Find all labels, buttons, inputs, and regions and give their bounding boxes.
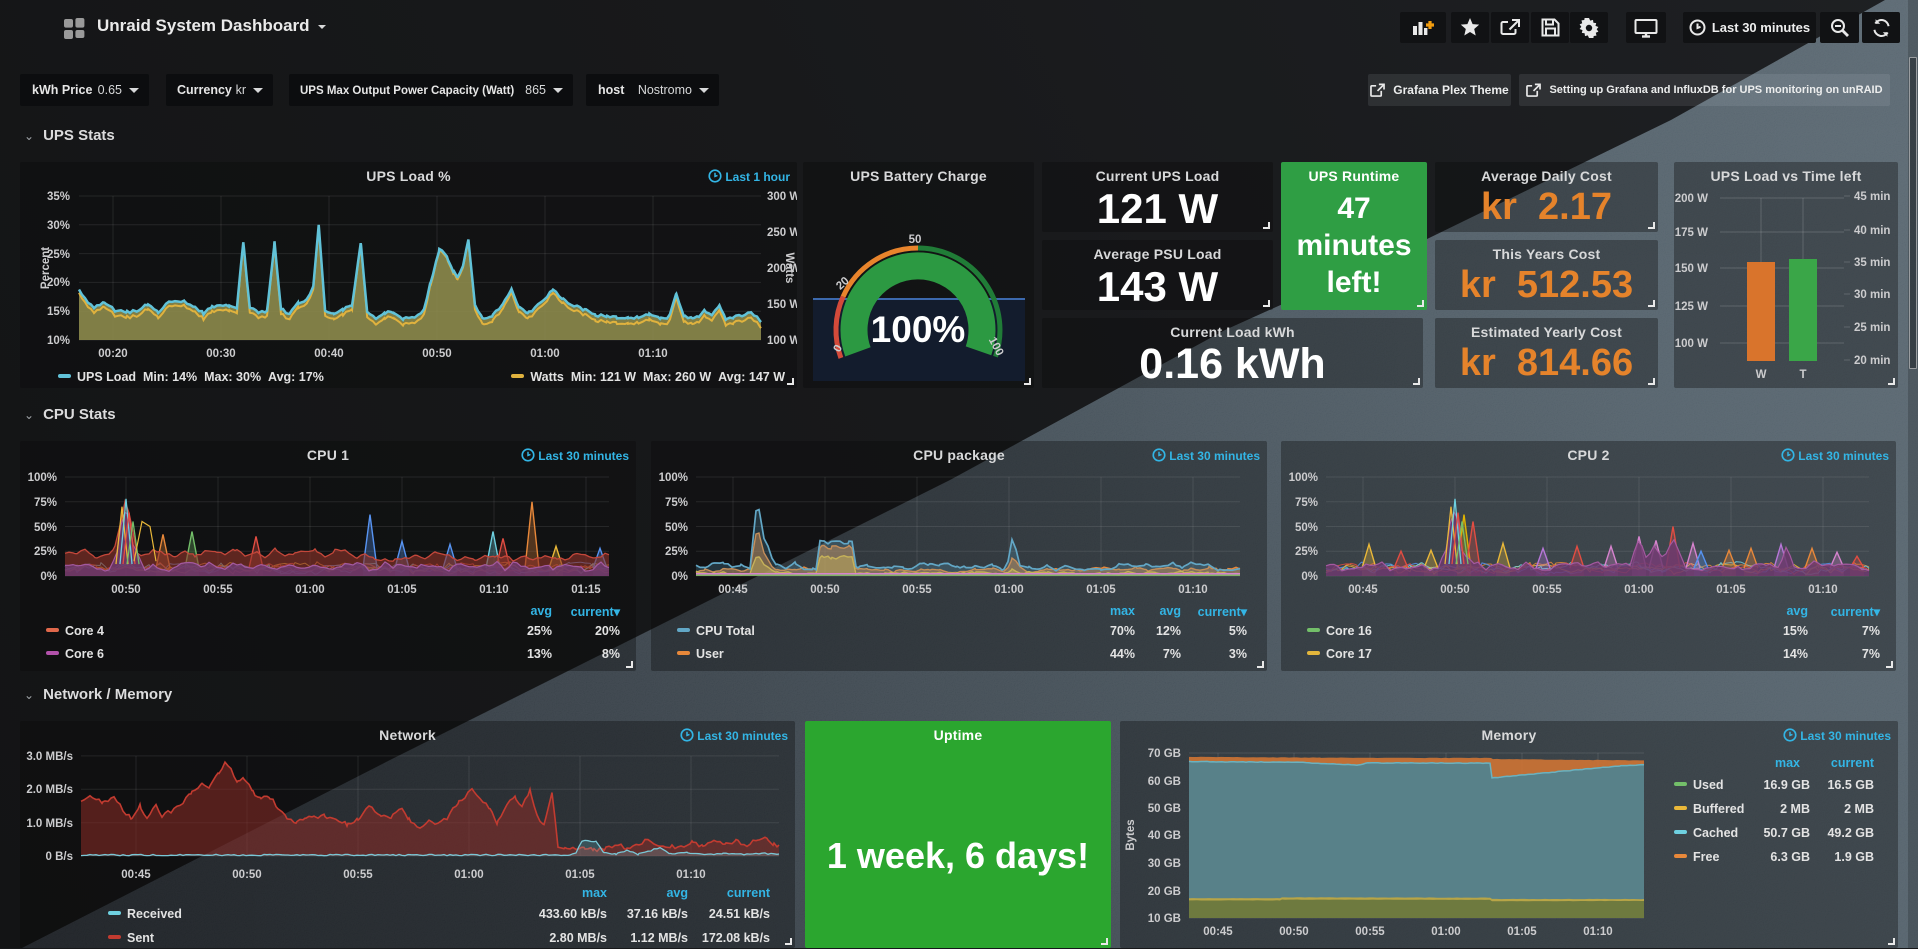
svg-text:00:50: 00:50 — [422, 348, 451, 360]
svg-text:00:50: 00:50 — [810, 584, 839, 596]
svg-text:Percent: Percent — [40, 247, 52, 289]
svg-text:100 W: 100 W — [1675, 338, 1708, 350]
svg-text:T: T — [1799, 369, 1806, 381]
svg-text:50 GB: 50 GB — [1148, 803, 1181, 815]
svg-text:01:05: 01:05 — [565, 869, 595, 881]
svg-text:100%: 100% — [28, 472, 57, 484]
svg-text:0%: 0% — [671, 571, 688, 583]
svg-text:01:00: 01:00 — [454, 869, 483, 881]
svg-text:01:00: 01:00 — [295, 584, 324, 596]
svg-text:70 GB: 70 GB — [1148, 748, 1181, 760]
svg-text:00:30: 00:30 — [206, 348, 235, 360]
svg-text:50%: 50% — [1295, 522, 1318, 534]
svg-text:175 W: 175 W — [1675, 227, 1708, 239]
svg-text:00:55: 00:55 — [343, 869, 373, 881]
svg-text:2.0 MB/s: 2.0 MB/s — [26, 784, 73, 796]
svg-text:10 GB: 10 GB — [1148, 913, 1181, 925]
svg-text:0 B/s: 0 B/s — [46, 851, 74, 863]
svg-text:100%: 100% — [659, 472, 688, 484]
svg-text:45 min: 45 min — [1854, 191, 1890, 203]
svg-text:01:00: 01:00 — [1431, 926, 1460, 938]
svg-text:01:05: 01:05 — [1086, 584, 1116, 596]
svg-text:25 min: 25 min — [1854, 322, 1890, 334]
svg-text:01:10: 01:10 — [638, 348, 667, 360]
svg-text:75%: 75% — [1295, 497, 1318, 509]
svg-text:01:05: 01:05 — [1716, 584, 1746, 596]
svg-text:100%: 100% — [1289, 472, 1318, 484]
svg-text:0%: 0% — [1301, 571, 1318, 583]
svg-text:20 min: 20 min — [1854, 355, 1890, 367]
svg-text:25%: 25% — [47, 249, 70, 261]
svg-text:20%: 20% — [47, 277, 70, 289]
svg-text:01:00: 01:00 — [1624, 584, 1653, 596]
svg-text:125 W: 125 W — [1675, 301, 1708, 313]
svg-text:Watts: Watts — [783, 253, 795, 284]
svg-text:00:40: 00:40 — [314, 348, 343, 360]
svg-text:01:15: 01:15 — [571, 584, 601, 596]
svg-text:01:10: 01:10 — [479, 584, 508, 596]
svg-text:100%: 100% — [871, 309, 966, 350]
svg-text:50%: 50% — [665, 522, 688, 534]
svg-text:30%: 30% — [47, 220, 70, 232]
svg-text:00:45: 00:45 — [1348, 584, 1378, 596]
svg-text:00:50: 00:50 — [111, 584, 140, 596]
svg-text:00:45: 00:45 — [718, 584, 748, 596]
svg-text:300 W: 300 W — [767, 191, 797, 203]
svg-text:20 GB: 20 GB — [1148, 886, 1181, 898]
svg-text:00:55: 00:55 — [902, 584, 932, 596]
svg-text:25%: 25% — [1295, 546, 1318, 558]
svg-text:01:10: 01:10 — [1583, 926, 1612, 938]
svg-text:40 GB: 40 GB — [1148, 830, 1181, 842]
svg-text:00:50: 00:50 — [1279, 926, 1308, 938]
svg-text:75%: 75% — [665, 497, 688, 509]
svg-text:10%: 10% — [47, 335, 70, 347]
svg-text:01:10: 01:10 — [1178, 584, 1207, 596]
svg-text:15%: 15% — [47, 306, 70, 318]
svg-text:200 W: 200 W — [767, 263, 797, 275]
svg-text:W: W — [1756, 369, 1767, 381]
svg-text:250 W: 250 W — [767, 227, 797, 239]
svg-text:150 W: 150 W — [767, 299, 797, 311]
svg-text:01:00: 01:00 — [530, 348, 559, 360]
svg-text:50: 50 — [909, 234, 922, 246]
svg-text:0%: 0% — [40, 571, 57, 583]
svg-text:0: 0 — [832, 343, 846, 354]
svg-text:1.0 MB/s: 1.0 MB/s — [26, 818, 73, 830]
svg-text:60 GB: 60 GB — [1148, 776, 1181, 788]
svg-text:00:55: 00:55 — [1532, 584, 1562, 596]
svg-text:30 GB: 30 GB — [1148, 858, 1181, 870]
svg-text:01:05: 01:05 — [387, 584, 417, 596]
svg-text:150 W: 150 W — [1675, 263, 1708, 275]
svg-text:00:50: 00:50 — [1440, 584, 1469, 596]
svg-text:00:45: 00:45 — [121, 869, 151, 881]
svg-text:100 W: 100 W — [767, 335, 797, 347]
svg-text:01:00: 01:00 — [994, 584, 1023, 596]
svg-text:00:50: 00:50 — [232, 869, 261, 881]
svg-text:75%: 75% — [34, 497, 57, 509]
svg-text:3.0 MB/s: 3.0 MB/s — [26, 751, 73, 763]
svg-text:00:20: 00:20 — [98, 348, 127, 360]
svg-text:00:45: 00:45 — [1203, 926, 1233, 938]
svg-text:Bytes: Bytes — [1125, 819, 1137, 850]
svg-text:35%: 35% — [47, 191, 70, 203]
svg-text:50%: 50% — [34, 522, 57, 534]
svg-text:25%: 25% — [665, 546, 688, 558]
svg-text:30 min: 30 min — [1854, 289, 1890, 301]
svg-text:25%: 25% — [34, 546, 57, 558]
svg-text:01:10: 01:10 — [676, 869, 705, 881]
svg-text:00:55: 00:55 — [203, 584, 233, 596]
svg-text:200 W: 200 W — [1675, 193, 1708, 205]
svg-text:01:10: 01:10 — [1808, 584, 1837, 596]
svg-text:00:55: 00:55 — [1355, 926, 1385, 938]
svg-text:01:05: 01:05 — [1507, 926, 1537, 938]
svg-text:40 min: 40 min — [1854, 225, 1890, 237]
svg-text:35 min: 35 min — [1854, 257, 1890, 269]
